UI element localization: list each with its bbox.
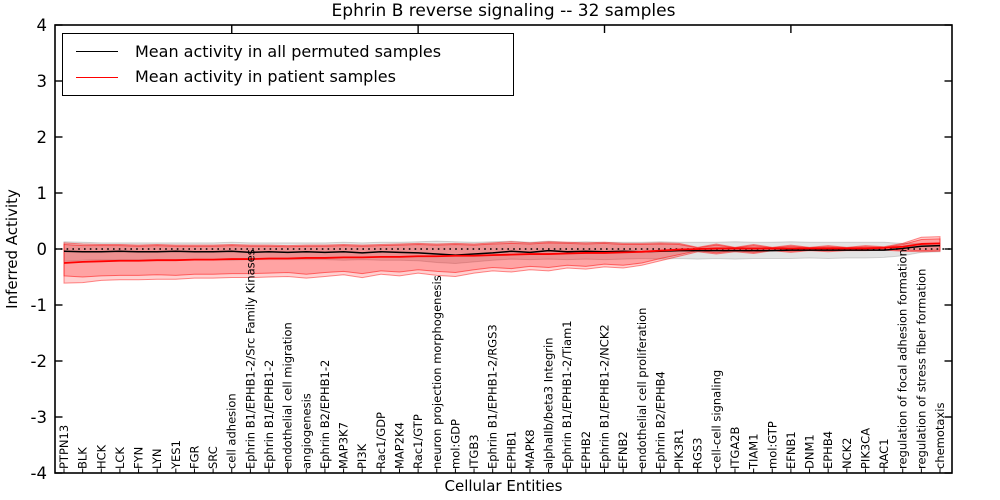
line-series-1 xyxy=(63,242,941,264)
x-tick-label: mol:GDP xyxy=(448,419,462,469)
x-tick-label: regulation of focal adhesion formation xyxy=(896,249,910,469)
x-tick-label: alphaIIb/beta3 Integrin xyxy=(542,337,556,469)
x-tick-label: Rac1/GDP xyxy=(374,412,388,469)
y-tick-label: 2 xyxy=(37,128,48,147)
x-tick-label: endothelial cell migration xyxy=(281,322,295,469)
y-tick-label: -1 xyxy=(31,296,47,315)
x-tick-label: FYN xyxy=(132,447,146,469)
x-tick-label: cell-cell signaling xyxy=(709,370,723,469)
y-tick-label: 4 xyxy=(37,16,48,35)
x-tick-label: EPHB4 xyxy=(821,431,835,469)
y-tick-label: 3 xyxy=(37,72,48,91)
x-tick-label: MAP3K7 xyxy=(337,422,351,469)
x-tick-label: DNM1 xyxy=(803,434,817,469)
legend-line-permuted-icon xyxy=(76,51,118,53)
x-tick-label: regulation of stress fiber formation xyxy=(914,269,928,469)
x-tick-label: BLK xyxy=(76,447,90,469)
x-tick-label: HCK xyxy=(94,444,108,469)
x-tick-label: EPHB2 xyxy=(579,431,593,469)
x-tick-label: YES1 xyxy=(169,440,183,470)
x-tick-label: NCK2 xyxy=(840,438,854,470)
x-tick-label: PIK3CA xyxy=(858,428,872,469)
x-tick-label: chemotaxis xyxy=(933,403,947,469)
legend-line-patient-icon xyxy=(76,76,118,78)
x-tick-label: Ephrin B1/EPHB1-2/Tiam1 xyxy=(560,320,574,469)
x-tick-label: ITGB3 xyxy=(467,434,481,469)
y-tick-label: 0 xyxy=(37,240,48,259)
x-tick-label: MAPK8 xyxy=(523,429,537,469)
legend-label-patient: Mean activity in patient samples xyxy=(135,67,396,87)
x-axis-label: Cellular Entities xyxy=(444,477,563,495)
x-tick-label: EFNB1 xyxy=(784,431,798,469)
x-tick-label: PTPN13 xyxy=(57,425,71,469)
x-tick-label: Ephrin B1/EPHB1-2/NCK2 xyxy=(598,324,612,469)
x-tick-label: SRC xyxy=(206,446,220,469)
x-tick-label: FGR xyxy=(187,445,201,469)
x-tick-label: Ephrin B2/EPHB4 xyxy=(653,371,667,469)
x-tick-label: Ephrin B1/EPHB1-2/Src Family Kinases xyxy=(243,249,257,469)
x-tick-label: RGS3 xyxy=(691,437,705,469)
x-tick-label: EFNB2 xyxy=(616,431,630,469)
x-tick-label: Rac1/GTP xyxy=(411,414,425,469)
x-tick-label: TIAM1 xyxy=(747,433,761,470)
x-tick-label: Ephrin B2/EPHB1-2 xyxy=(318,360,332,469)
x-tick-label: PIK3R1 xyxy=(672,429,686,470)
x-tick-label: PI3K xyxy=(355,443,369,469)
x-tick-label: LYN xyxy=(150,448,164,469)
x-tick-label: mol:GTP xyxy=(765,421,779,469)
chart-title: Ephrin B reverse signaling -- 32 samples xyxy=(331,1,676,21)
x-tick-label: Ephrin B1/EPHB1-2/RGS3 xyxy=(486,324,500,469)
y-tick-label: -3 xyxy=(31,408,47,427)
x-tick-label: neuron projection morphogenesis xyxy=(430,275,444,469)
y-tick-label: -2 xyxy=(31,352,47,371)
line-series-0 xyxy=(63,244,941,256)
x-tick-label: LCK xyxy=(113,447,127,469)
x-tick-label: Ephrin B1/EPHB1-2 xyxy=(262,360,276,469)
legend-item-permuted: Mean activity in all permuted samples xyxy=(76,41,513,61)
legend: Mean activity in all permuted samples Me… xyxy=(62,33,514,96)
x-tick-label: EPHB1 xyxy=(504,431,518,469)
legend-item-patient: Mean activity in patient samples xyxy=(76,69,513,85)
x-tick-label: MAP2K4 xyxy=(392,422,406,469)
x-tick-label: RAC1 xyxy=(877,438,891,469)
x-tick-label: ITGA2B xyxy=(728,426,742,469)
y-tick-label: -4 xyxy=(31,464,47,483)
y-axis-label: Inferred Activity xyxy=(3,189,21,309)
legend-label-permuted: Mean activity in all permuted samples xyxy=(135,41,442,61)
x-tick-label: endothelial cell proliferation xyxy=(635,308,649,469)
x-tick-label: cell adhesion xyxy=(225,393,239,469)
y-tick-label: 1 xyxy=(37,184,48,203)
x-tick-label: angiogenesis xyxy=(299,393,313,469)
